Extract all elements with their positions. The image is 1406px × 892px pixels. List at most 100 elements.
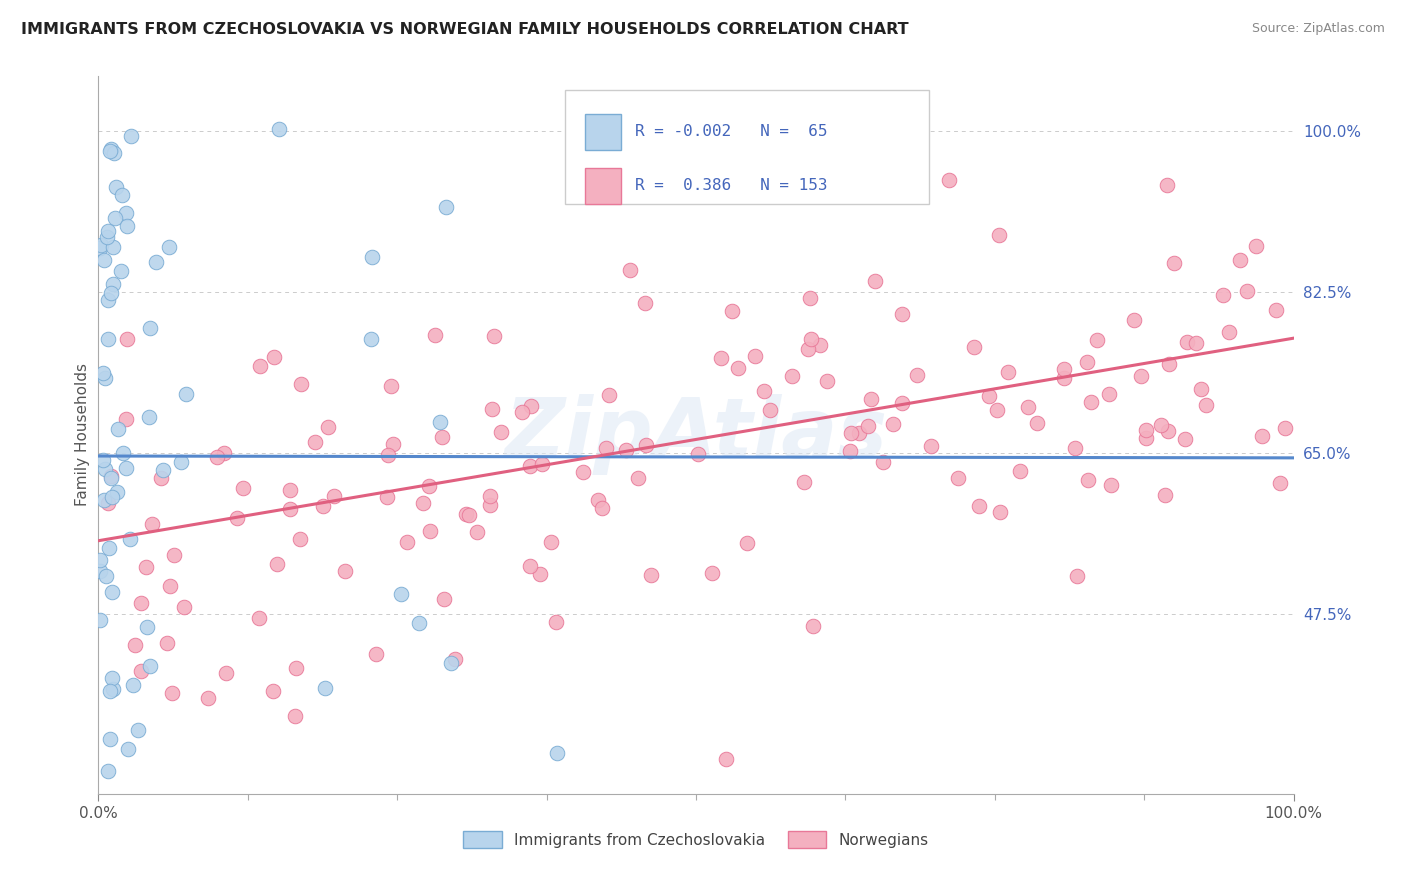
Point [1175, 334, 1198, 349]
Point [481, 402, 503, 417]
Point [456, 508, 478, 522]
Point [100, 142, 122, 156]
Point [120, 128, 142, 143]
Point [138, 409, 160, 424]
Point [1229, 252, 1251, 267]
Point [1236, 284, 1258, 298]
Point [1135, 431, 1157, 445]
Point [114, 461, 136, 475]
Point [89, 564, 111, 578]
FancyBboxPatch shape [565, 90, 929, 203]
Point [412, 496, 434, 510]
Point [197, 690, 219, 705]
Point [115, 412, 138, 426]
Point [544, 615, 567, 629]
Point [122, 678, 145, 692]
Point [997, 365, 1019, 379]
Point [89, 553, 111, 567]
Point [380, 379, 402, 393]
Point [152, 463, 174, 477]
Point [721, 304, 744, 318]
Point [1080, 395, 1102, 409]
Point [519, 459, 541, 474]
Point [107, 422, 129, 436]
Point [519, 558, 541, 573]
Point [366, 647, 388, 661]
Point [129, 596, 152, 610]
Point [163, 548, 186, 562]
Point [1026, 416, 1049, 430]
Point [389, 587, 412, 601]
Point [97, 224, 120, 238]
Point [905, 368, 928, 382]
Point [429, 416, 451, 430]
Point [1174, 433, 1197, 447]
Point [489, 425, 512, 439]
Point [101, 671, 124, 685]
Point [288, 532, 311, 546]
Point [1099, 478, 1122, 492]
Point [173, 600, 195, 615]
Point [1053, 371, 1076, 385]
Point [1122, 313, 1144, 327]
Point [247, 611, 270, 625]
Point [215, 666, 238, 681]
Point [1130, 369, 1153, 384]
Point [360, 250, 382, 264]
Point [920, 439, 942, 453]
Point [595, 441, 617, 455]
Point [418, 478, 440, 492]
Point [124, 638, 146, 652]
Point [100, 468, 122, 483]
Point [100, 471, 122, 485]
Point [626, 470, 648, 484]
Point [1053, 361, 1076, 376]
Point [856, 419, 879, 434]
Point [423, 328, 446, 343]
Y-axis label: Family Households: Family Households [75, 363, 90, 507]
Point [799, 291, 821, 305]
Point [793, 475, 815, 489]
Point [1010, 464, 1032, 478]
Point [1195, 398, 1218, 412]
Point [290, 376, 312, 391]
Point [96, 229, 118, 244]
Point [1264, 302, 1286, 317]
Point [800, 332, 823, 346]
Point [1218, 325, 1240, 339]
Point [440, 656, 463, 670]
Point [797, 342, 820, 356]
Point [110, 264, 132, 278]
Point [1250, 429, 1272, 443]
Point [174, 387, 197, 401]
Point [104, 211, 127, 225]
Point [977, 388, 1000, 402]
Point [586, 493, 609, 508]
Point [540, 534, 562, 549]
Point [1157, 358, 1180, 372]
Point [946, 470, 969, 484]
Point [735, 536, 758, 550]
Point [519, 399, 541, 413]
Point [1150, 418, 1173, 433]
Point [169, 455, 191, 469]
Point [1153, 488, 1175, 502]
Point [160, 686, 183, 700]
Point [89, 241, 111, 255]
Point [529, 567, 551, 582]
Point [145, 255, 167, 269]
Point [314, 681, 336, 695]
Point [98, 731, 121, 746]
Point [636, 438, 658, 452]
Point [1189, 383, 1212, 397]
Point [278, 502, 301, 516]
Point [139, 321, 162, 335]
Point [782, 369, 804, 384]
Point [727, 360, 749, 375]
Point [1063, 441, 1085, 455]
Point [640, 568, 662, 582]
Point [754, 384, 776, 398]
Point [323, 489, 346, 503]
Point [262, 683, 284, 698]
Point [634, 296, 657, 310]
